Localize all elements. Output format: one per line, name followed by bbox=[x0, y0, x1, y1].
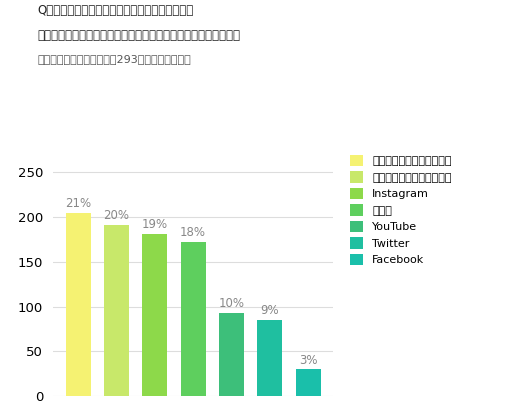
Text: Q：気になった商品・サービスを検索する際に、: Q：気になった商品・サービスを検索する際に、 bbox=[37, 4, 193, 17]
Text: 9%: 9% bbox=[260, 304, 279, 317]
Bar bbox=[142, 234, 167, 396]
Legend: 商品・サービス公式サイト, レビュー・クチコミサイト, Instagram, ブログ, YouTube, Twitter, Facebook: 商品・サービス公式サイト, レビュー・クチコミサイト, Instagram, ブ… bbox=[350, 155, 452, 265]
Bar bbox=[66, 213, 90, 396]
Text: 18%: 18% bbox=[180, 226, 206, 239]
Text: 20%: 20% bbox=[104, 209, 130, 222]
Bar bbox=[104, 225, 129, 396]
Bar bbox=[296, 369, 321, 396]
Bar bbox=[219, 313, 244, 396]
Bar bbox=[257, 320, 282, 396]
Bar bbox=[180, 242, 206, 396]
Text: 21%: 21% bbox=[65, 197, 91, 210]
Text: 3%: 3% bbox=[299, 354, 317, 367]
Text: （視聴経験ありと回答した293名にアンケート）: （視聴経験ありと回答した293名にアンケート） bbox=[37, 54, 191, 64]
Text: よく利用するものを下記より全てお答えください。（複数回答）: よく利用するものを下記より全てお答えください。（複数回答） bbox=[37, 29, 240, 42]
Text: 19%: 19% bbox=[142, 219, 168, 231]
Text: 10%: 10% bbox=[218, 297, 244, 310]
